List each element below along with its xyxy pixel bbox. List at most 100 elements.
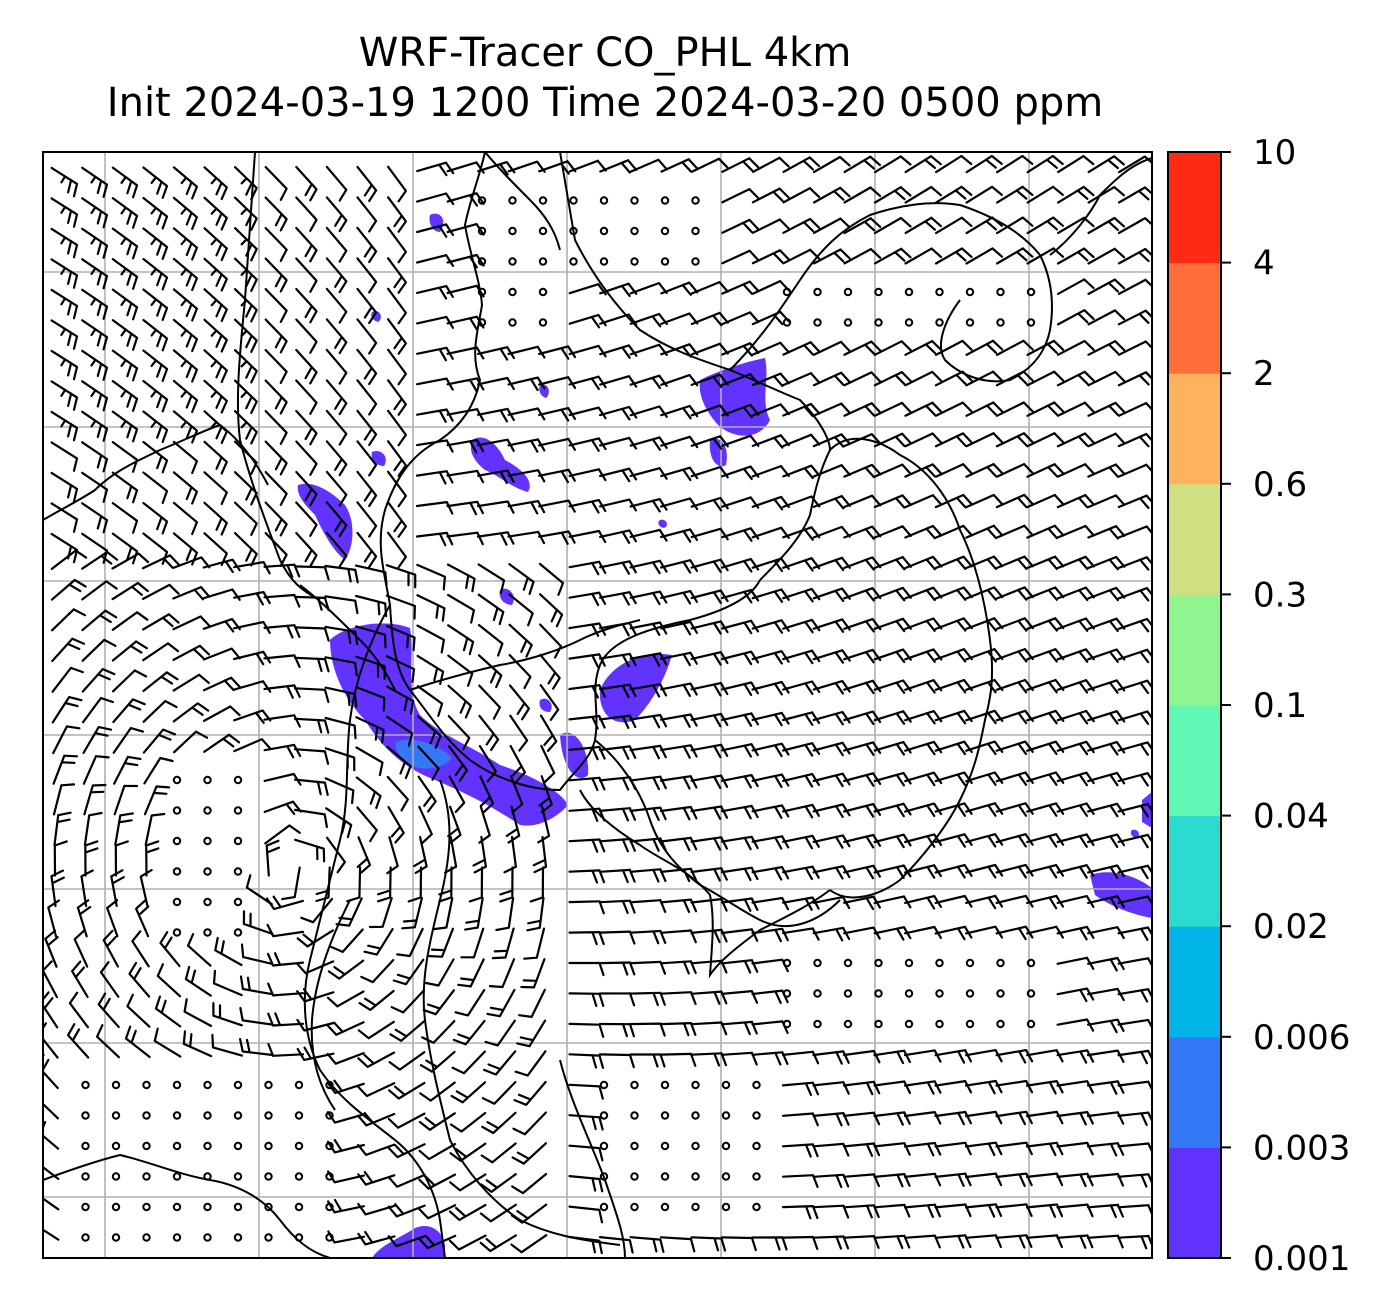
wind-barb xyxy=(568,684,606,699)
wind-barb xyxy=(599,375,638,388)
wind-calm-marker xyxy=(935,989,944,998)
wind-barb xyxy=(629,1053,666,1068)
wind-barb xyxy=(360,959,395,984)
wind-barb xyxy=(172,702,210,723)
wind-calm-marker xyxy=(599,226,609,236)
wind-barb xyxy=(264,410,288,445)
wind-barb xyxy=(751,680,790,696)
wind-barb xyxy=(873,802,912,818)
wind-barb xyxy=(386,745,412,780)
wind-barb xyxy=(904,185,942,204)
wind-barb xyxy=(934,463,973,478)
wind-barb xyxy=(721,311,760,326)
wind-barb xyxy=(934,586,973,601)
wind-calm-marker xyxy=(721,1172,731,1181)
wind-calm-marker xyxy=(1026,989,1036,998)
wind-barb xyxy=(81,471,109,503)
wind-barb xyxy=(751,927,789,943)
wind-barb xyxy=(995,802,1034,817)
wind-barb xyxy=(1025,1110,1064,1125)
wind-calm-marker xyxy=(203,1141,212,1151)
wind-barb xyxy=(172,440,198,475)
wind-barb xyxy=(387,165,407,203)
wind-barb xyxy=(599,405,638,421)
map-frame xyxy=(42,151,1153,1259)
wind-barb xyxy=(81,410,109,442)
wind-calm-marker xyxy=(81,1141,90,1151)
wind-barb xyxy=(812,371,851,387)
wind-barb xyxy=(43,1182,60,1211)
wind-barb xyxy=(106,899,119,938)
wind-calm-marker xyxy=(996,318,1005,327)
wind-barb xyxy=(1087,494,1126,509)
wind-barb xyxy=(568,313,607,329)
wind-barb xyxy=(266,923,305,938)
wind-calm-marker xyxy=(81,1202,90,1212)
wind-barb xyxy=(510,1203,548,1224)
wind-calm-marker xyxy=(691,1172,700,1181)
wind-barb xyxy=(296,1018,335,1032)
wind-barb xyxy=(142,700,178,723)
wind-barb xyxy=(934,771,973,787)
wind-barb xyxy=(904,771,943,787)
wind-barb xyxy=(509,714,529,752)
wind-barb xyxy=(82,697,114,724)
wind-barb xyxy=(242,910,274,935)
wind-calm-marker xyxy=(508,257,517,266)
wind-calm-marker xyxy=(996,989,1005,998)
wind-barb xyxy=(782,680,821,695)
wind-calm-marker xyxy=(1026,958,1036,968)
wind-barb xyxy=(172,586,211,601)
wind-barb xyxy=(327,1230,365,1244)
wind-barb xyxy=(629,744,667,760)
wind-barb xyxy=(903,1111,942,1125)
wind-barb xyxy=(324,747,356,772)
wind-barb xyxy=(1056,771,1095,787)
wind-barb xyxy=(659,805,698,821)
wind-barb xyxy=(417,745,440,781)
wind-barb xyxy=(355,594,388,618)
wind-barb xyxy=(172,673,210,692)
wind-barb xyxy=(234,318,258,353)
wind-barb xyxy=(904,155,942,174)
wind-calm-marker xyxy=(203,1172,212,1181)
wind-barb xyxy=(935,216,973,235)
speck-6 xyxy=(658,519,667,528)
wind-barb xyxy=(1117,525,1152,539)
wind-barb xyxy=(598,776,637,791)
wind-barb xyxy=(782,649,821,665)
wind-barb xyxy=(203,288,228,323)
wind-barb xyxy=(449,1173,487,1192)
wind-barb xyxy=(52,754,78,785)
wind-barb xyxy=(432,897,454,931)
wind-calm-marker xyxy=(203,1111,212,1120)
wind-calm-marker xyxy=(721,1202,731,1212)
wind-barb xyxy=(145,840,160,877)
wind-calm-marker xyxy=(569,257,578,266)
wind-barb xyxy=(511,1142,547,1165)
wind-calm-marker xyxy=(721,1141,731,1151)
wind-barb xyxy=(568,992,605,1007)
wind-barb xyxy=(843,248,882,265)
wind-calm-marker xyxy=(569,226,578,236)
wind-barb xyxy=(538,345,577,360)
wind-barb xyxy=(873,340,912,356)
wind-barb xyxy=(325,531,348,568)
wind-calm-marker xyxy=(660,1172,670,1181)
wind-barb xyxy=(454,989,486,1017)
wind-barb xyxy=(1056,494,1095,509)
wind-barb xyxy=(598,1022,635,1038)
wind-barb xyxy=(934,864,973,879)
wind-barb xyxy=(81,668,116,693)
wind-barb xyxy=(538,376,577,389)
wind-barb xyxy=(446,500,484,516)
wind-barb xyxy=(1087,340,1126,356)
wind-calm-marker xyxy=(477,257,487,266)
wind-barb xyxy=(598,714,637,729)
wind-calm-marker xyxy=(264,1080,273,1090)
wind-barb xyxy=(812,1050,850,1065)
colorbar-tick-label: 0.001 xyxy=(1253,1239,1350,1279)
wind-calm-marker xyxy=(538,257,548,266)
wind-barb xyxy=(357,1020,395,1040)
chart-title: WRF-Tracer CO_PHL 4km Init 2024-03-19 12… xyxy=(0,28,1210,128)
